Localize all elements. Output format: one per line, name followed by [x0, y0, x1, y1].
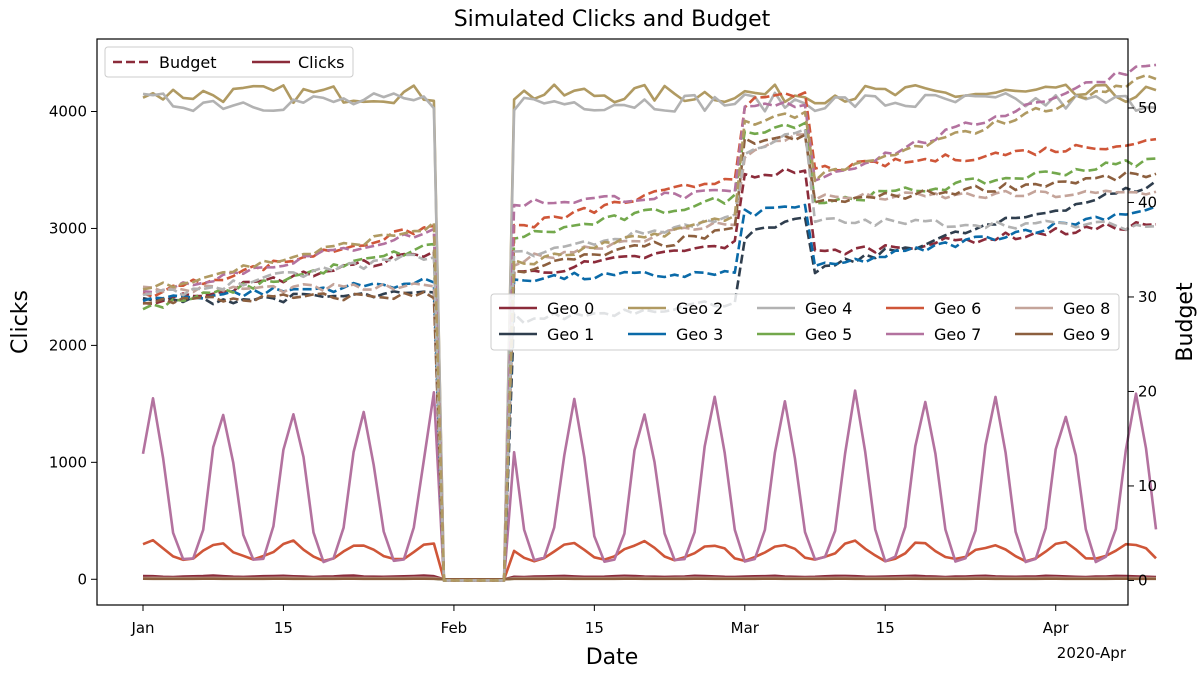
budget-line-geo-2	[142, 74, 1157, 582]
budget-line-geo-9	[142, 133, 1157, 582]
chart-title: Simulated Clicks and Budget	[454, 7, 771, 32]
y2-axis-title: Budget	[1173, 282, 1198, 362]
x-tick-label: Feb	[441, 619, 468, 637]
y-tick-label: 0	[77, 570, 87, 588]
geo-legend: Geo 0 Geo 1 Geo 2 Geo 3 Geo 4 Geo 5 Geo 6 Geo 7…	[490, 293, 1120, 351]
budget-line-geo-1	[142, 179, 1157, 582]
y2-tick-label: 20	[1138, 382, 1157, 400]
geo-legend-label: Geo 3	[676, 325, 723, 344]
style-legend-label: Budget	[159, 53, 217, 72]
x-tick-label: 15	[274, 619, 293, 637]
y-tick-label: 3000	[49, 219, 87, 237]
x-tick-label: 15	[585, 619, 604, 637]
clicks-line-geo-2	[142, 83, 1157, 581]
style-legend-label: Clicks	[298, 53, 344, 72]
geo-legend-label: Geo 9	[1063, 325, 1110, 344]
y-tick-label: 1000	[49, 453, 87, 471]
y-tick-label: 2000	[49, 336, 87, 354]
x-axis-title: Date	[586, 645, 639, 670]
right-axis: 0 10 20 30 40 50	[1128, 99, 1157, 589]
clicks-line-geo-6	[142, 538, 1157, 581]
x-tick-label: 15	[876, 619, 895, 637]
clicks-line-geo-7	[141, 389, 1158, 581]
budget-line-geo-7	[142, 63, 1157, 582]
left-axis: 0 1000 2000 3000 4000	[49, 103, 97, 588]
geo-legend-label: Geo 0	[547, 299, 594, 318]
plot-frame	[96, 38, 1129, 606]
clicks-line-geo-9	[142, 577, 1156, 581]
y-axis-title: Clicks	[8, 290, 33, 354]
x-axis: Jan 15 Feb 15 Mar 15 Apr	[130, 605, 1070, 637]
style-legend-frame	[104, 46, 354, 78]
budget-line-geo-0	[142, 167, 1157, 582]
geo-legend-label: Geo 1	[547, 325, 594, 344]
style-legend: Budget Clicks	[104, 46, 354, 78]
y2-tick-label: 0	[1138, 571, 1148, 589]
clicks-line-geo-4	[142, 91, 1157, 581]
y2-tick-label: 40	[1138, 193, 1157, 211]
geo-legend-label: Geo 4	[805, 299, 852, 318]
geo-legend-label: Geo 6	[934, 299, 981, 318]
geo-legend-label: Geo 5	[805, 325, 852, 344]
y-tick-label: 4000	[49, 103, 87, 121]
plot-area	[141, 63, 1158, 582]
y2-tick-label: 10	[1138, 477, 1157, 495]
budget-line-geo-4	[142, 128, 1157, 582]
geo-legend-label: Geo 7	[934, 325, 981, 344]
x-tick-label: Jan	[130, 619, 154, 637]
geo-legend-label: Geo 2	[676, 299, 723, 318]
x-tick-label: Mar	[731, 619, 760, 637]
x-offset-label: 2020-Apr	[1057, 644, 1127, 662]
y2-tick-label: 50	[1138, 99, 1157, 117]
geo-legend-label: Geo 8	[1063, 299, 1110, 318]
budget-line-geo-6	[142, 91, 1157, 582]
y2-tick-label: 30	[1138, 288, 1157, 306]
budget-line-geo-3	[142, 203, 1157, 582]
budget-line-geo-8	[142, 133, 1157, 582]
x-tick-label: Apr	[1043, 619, 1070, 637]
